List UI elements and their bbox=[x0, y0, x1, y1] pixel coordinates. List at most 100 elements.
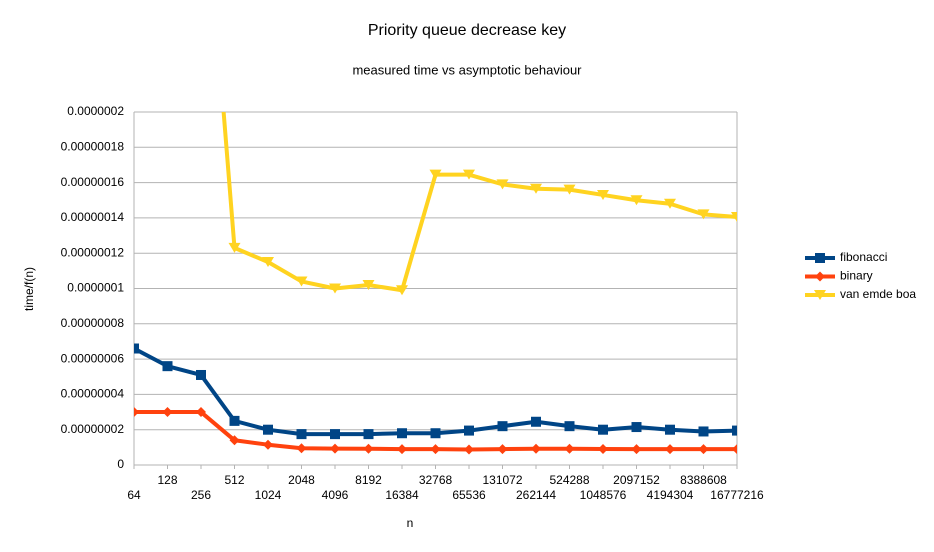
plot-area bbox=[134, 112, 737, 455]
marker bbox=[430, 444, 441, 455]
marker bbox=[262, 257, 274, 268]
marker bbox=[665, 424, 675, 435]
marker bbox=[497, 421, 508, 432]
chart-subtitle: measured time vs asymptotic behaviour bbox=[352, 62, 582, 77]
marker bbox=[698, 444, 709, 455]
marker bbox=[362, 279, 375, 290]
marker bbox=[296, 443, 307, 454]
chart-title: Priority queue decrease key bbox=[368, 22, 566, 39]
marker bbox=[363, 429, 374, 440]
legend-label: van emde boa bbox=[840, 287, 916, 301]
x-tick-label: 2048 bbox=[288, 473, 315, 487]
marker bbox=[464, 425, 474, 436]
marker bbox=[162, 361, 173, 372]
x-tick-label: 1024 bbox=[255, 488, 282, 502]
marker bbox=[330, 443, 340, 454]
marker bbox=[815, 271, 825, 282]
marker bbox=[563, 184, 576, 195]
marker bbox=[564, 421, 575, 432]
y-tick-label: 0.00000014 bbox=[61, 210, 125, 224]
y-tick-label: 0.00000006 bbox=[61, 351, 125, 365]
y-tick-label: 0.00000018 bbox=[61, 139, 125, 153]
y-tick-label: 0.00000004 bbox=[61, 387, 125, 401]
x-axis-title: n bbox=[407, 516, 414, 530]
marker bbox=[429, 169, 442, 180]
x-tick-label: 256 bbox=[191, 488, 211, 502]
y-tick-label: 0.00000002 bbox=[61, 422, 125, 436]
x-tick-label: 2097152 bbox=[613, 473, 660, 487]
marker bbox=[295, 276, 308, 287]
marker bbox=[363, 443, 374, 454]
marker bbox=[496, 179, 509, 190]
x-tick-label: 512 bbox=[224, 473, 244, 487]
legend: fibonacci binary van emde boa bbox=[805, 250, 916, 301]
y-tick-label: 0 bbox=[117, 457, 124, 471]
x-tick-label: 65536 bbox=[452, 488, 486, 502]
x-tick-label: 16384 bbox=[385, 488, 419, 502]
x-tick-label: 524288 bbox=[549, 473, 589, 487]
marker bbox=[731, 212, 737, 223]
marker bbox=[229, 435, 240, 446]
marker bbox=[430, 428, 441, 439]
marker bbox=[697, 209, 710, 220]
marker bbox=[631, 422, 642, 433]
marker bbox=[564, 443, 575, 454]
marker bbox=[630, 195, 643, 206]
x-tick-label: 4194304 bbox=[647, 488, 694, 502]
x-tick-label: 32768 bbox=[419, 473, 453, 487]
x-tick-label: 8388608 bbox=[680, 473, 727, 487]
marker bbox=[732, 425, 737, 436]
x-tick-label: 1048576 bbox=[580, 488, 627, 502]
grid: 0 0.00000002 0.00000004 0.00000006 0.0000000… bbox=[61, 104, 764, 502]
marker bbox=[162, 407, 173, 418]
marker bbox=[497, 444, 508, 455]
marker bbox=[263, 439, 273, 450]
x-tick-label: 16777216 bbox=[710, 488, 764, 502]
marker bbox=[196, 369, 206, 380]
marker bbox=[228, 242, 241, 253]
series-line bbox=[221, 112, 737, 293]
marker bbox=[296, 429, 307, 440]
y-tick-label: 0.00000008 bbox=[61, 316, 125, 330]
marker bbox=[229, 415, 240, 426]
y-tick-label: 0.00000012 bbox=[61, 245, 125, 259]
y-tick-label: 0.00000016 bbox=[61, 175, 125, 189]
marker bbox=[530, 183, 542, 194]
x-tick-label: 128 bbox=[157, 473, 177, 487]
marker bbox=[329, 283, 341, 294]
marker bbox=[464, 444, 474, 455]
x-tick-label: 262144 bbox=[516, 488, 556, 502]
marker bbox=[196, 407, 206, 418]
marker bbox=[598, 424, 608, 435]
marker bbox=[397, 444, 407, 455]
y-tick-label: 0.0000002 bbox=[67, 104, 124, 118]
x-tick-label: 4096 bbox=[322, 488, 349, 502]
legend-label: binary bbox=[840, 269, 873, 283]
marker bbox=[397, 428, 407, 439]
marker bbox=[814, 290, 826, 300]
marker bbox=[665, 444, 675, 455]
legend-label: fibonacci bbox=[840, 250, 887, 264]
marker bbox=[597, 189, 609, 200]
marker bbox=[698, 426, 709, 437]
x-tick-label: 8192 bbox=[355, 473, 382, 487]
marker bbox=[463, 169, 475, 180]
y-tick-label: 0.0000001 bbox=[67, 281, 124, 295]
marker bbox=[664, 198, 676, 209]
x-tick-label: 131072 bbox=[482, 473, 522, 487]
marker bbox=[631, 444, 642, 455]
marker bbox=[815, 253, 825, 263]
marker bbox=[263, 424, 273, 435]
marker bbox=[134, 343, 139, 354]
marker bbox=[531, 416, 541, 427]
marker bbox=[330, 429, 340, 440]
y-axis-title: time/f(n) bbox=[22, 267, 36, 311]
marker bbox=[134, 407, 139, 418]
marker bbox=[732, 444, 737, 455]
marker bbox=[396, 285, 408, 296]
marker bbox=[598, 443, 608, 454]
marker bbox=[531, 443, 541, 454]
series-line bbox=[134, 346, 737, 437]
